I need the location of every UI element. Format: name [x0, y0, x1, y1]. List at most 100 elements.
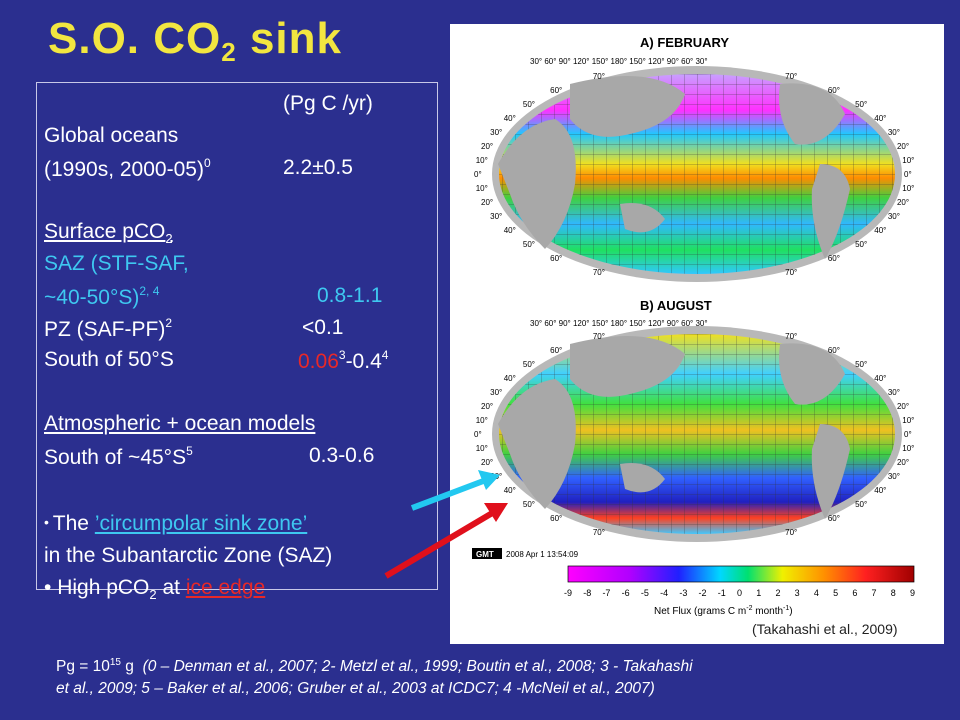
- lat-label: 30°: [490, 212, 502, 221]
- footnote-line-2: et al., 2009; 5 – Baker et al., 2006; Gr…: [56, 680, 655, 697]
- models-label: South of ~45°S5: [44, 444, 193, 469]
- colorbar-tick-label: 2: [775, 588, 780, 598]
- lat-label: 10°: [476, 156, 488, 165]
- lat-label: 70°: [593, 332, 605, 341]
- surface-heading: Surface pCO2: [44, 220, 173, 246]
- saz-label-2: ~40-50°S)2, 4: [44, 284, 160, 309]
- lat-label: 50°: [855, 360, 867, 369]
- lat-label: 10°: [902, 444, 914, 453]
- colorbar: [567, 565, 915, 583]
- south50-value: 0.063-0.44: [298, 348, 389, 373]
- colorbar-tick-label: 4: [814, 588, 819, 598]
- south50-label: South of 50°S: [44, 348, 174, 371]
- lat-label: 10°: [476, 444, 488, 453]
- colorbar-tick-label: -3: [679, 588, 687, 598]
- lat-label: 50°: [523, 100, 535, 109]
- lat-label: 40°: [504, 114, 516, 123]
- bullet-ice-edge: • High pCO2 at ice edge: [44, 576, 266, 602]
- panel-b-australia: [620, 463, 665, 493]
- lat-label: 40°: [874, 114, 886, 123]
- figure-credit: (Takahashi et al., 2009): [752, 621, 898, 637]
- lat-label: 50°: [855, 500, 867, 509]
- panel-b-asia: [570, 336, 685, 397]
- lat-label: 60°: [828, 346, 840, 355]
- lat-label: 30°: [888, 472, 900, 481]
- pz-label: PZ (SAF-PF)2: [44, 316, 173, 341]
- saz-label-1: SAZ (STF-SAF,: [44, 252, 189, 275]
- lat-label: 20°: [481, 142, 493, 151]
- lat-label: 40°: [504, 486, 516, 495]
- lat-label: 60°: [550, 346, 562, 355]
- gmt-timestamp: 2008 Apr 1 13:54:09: [506, 550, 579, 559]
- panel-a-lon-labels: 30° 60° 90° 120° 150° 180° 150° 120° 90°…: [530, 57, 708, 66]
- lat-label: 70°: [785, 528, 797, 537]
- ice-edge-link[interactable]: ice edge: [185, 576, 266, 599]
- lat-label: 60°: [550, 86, 562, 95]
- footnote-line-1: Pg = 1015 g (0 – Denman et al., 2007; 2-…: [56, 657, 693, 675]
- lat-label: 20°: [481, 402, 493, 411]
- lat-label: 30°: [888, 128, 900, 137]
- lat-label: 50°: [523, 240, 535, 249]
- footnote: Pg = 1015 g (0 – Denman et al., 2007; 2-…: [56, 652, 946, 700]
- colorbar-tick-label: 6: [852, 588, 857, 598]
- panel-a-title: A) FEBRUARY: [640, 35, 729, 50]
- lat-label: 70°: [785, 268, 797, 277]
- colorbar-tick-label: 5: [833, 588, 838, 598]
- colorbar-tick-label: -8: [583, 588, 591, 598]
- lat-label: 0°: [904, 430, 912, 439]
- models-heading: Atmospheric + ocean models: [44, 412, 316, 435]
- lat-label: 20°: [481, 458, 493, 467]
- lat-label: 40°: [874, 374, 886, 383]
- colorbar-tick-label: -9: [564, 588, 572, 598]
- colorbar-ticks: -9 -8 -7 -6 -5 -4 -3 -2 -1 0 1 2 3 4 5 6 7 8 9: [564, 588, 915, 598]
- lat-label: 70°: [593, 528, 605, 537]
- colorbar-tick-label: -7: [602, 588, 610, 598]
- cyan-arrow-shaft: [410, 477, 488, 511]
- lat-label: 50°: [855, 240, 867, 249]
- models-value: 0.3-0.6: [309, 444, 375, 467]
- lat-labels-a: 70° 70°60° 60°50° 50°40° 40°30° 30°20° 20°10° 1…: [474, 72, 914, 277]
- lat-label: 70°: [785, 72, 797, 81]
- red-arrow-head: [484, 503, 508, 522]
- flux-maps-svg: A) FEBRUARY 30° 60° 90° 120° 150° 180° 1…: [472, 35, 915, 617]
- global-label: Global oceans: [44, 124, 179, 147]
- global-value: 2.2±0.5: [283, 156, 353, 179]
- lat-label: 10°: [902, 184, 914, 193]
- lat-label: 10°: [902, 156, 914, 165]
- sink-zone-link[interactable]: ’circumpolar sink zone’: [94, 512, 308, 535]
- lat-label: 30°: [490, 128, 502, 137]
- panel-b-lon-labels: 30° 60° 90° 120° 150° 180° 150° 120° 90°…: [530, 319, 708, 328]
- lat-label: 60°: [828, 86, 840, 95]
- lat-label: 20°: [897, 198, 909, 207]
- lat-label: 0°: [474, 170, 482, 179]
- colorbar-tick-label: 7: [872, 588, 877, 598]
- lat-label: 70°: [593, 72, 605, 81]
- panel-a-africa-europe: [498, 119, 576, 249]
- lat-label: 40°: [504, 374, 516, 383]
- colorbar-tick-label: -4: [660, 588, 668, 598]
- colorbar-tick-label: 9: [910, 588, 915, 598]
- lat-label: 30°: [490, 388, 502, 397]
- gmt-logo: [472, 548, 502, 559]
- lat-labels-b: 70° 70°60° 60°50° 50°40° 40°30° 30°20° 20°10° 1…: [474, 332, 914, 537]
- colorbar-tick-label: -2: [699, 588, 707, 598]
- colorbar-tick-label: 8: [891, 588, 896, 598]
- colorbar-tick-label: 3: [795, 588, 800, 598]
- bullet-sink-zone: • The ’circumpolar sink zone’: [44, 512, 308, 535]
- lat-label: 40°: [874, 486, 886, 495]
- lat-label: 20°: [897, 402, 909, 411]
- lat-label: 60°: [550, 254, 562, 263]
- colorbar-tick-label: -6: [622, 588, 630, 598]
- lat-label: 50°: [523, 500, 535, 509]
- flux-figure: A) FEBRUARY 30° 60° 90° 120° 150° 180° 1…: [450, 24, 944, 644]
- red-arrow-shaft: [384, 509, 496, 579]
- slide-title: S.O. CO2 sink: [48, 14, 342, 67]
- panel-b-africa-europe: [498, 379, 576, 509]
- lat-label: 0°: [904, 170, 912, 179]
- lat-label: 20°: [897, 142, 909, 151]
- lat-label: 20°: [897, 458, 909, 467]
- colorbar-tick-label: 1: [756, 588, 761, 598]
- panel-b-north-america: [779, 343, 845, 405]
- summary-box: [36, 82, 438, 590]
- lat-label: 30°: [888, 388, 900, 397]
